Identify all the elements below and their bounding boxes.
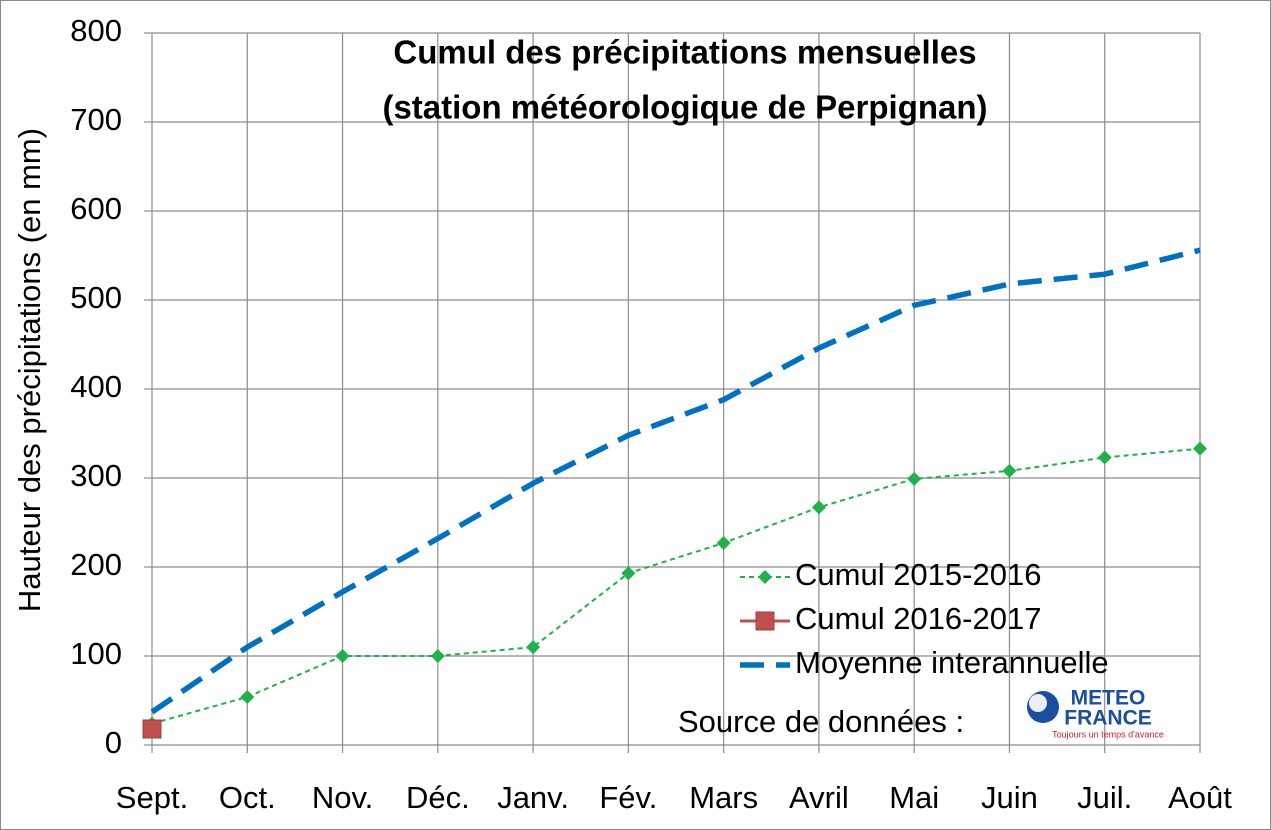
logo-text: METEO [1071, 687, 1146, 710]
point [758, 570, 772, 584]
y-tick-label: 100 [70, 636, 122, 671]
point [335, 649, 350, 663]
x-tick-label: Janv. [497, 780, 569, 815]
x-tick-label: Août [1168, 780, 1232, 815]
point [716, 535, 731, 550]
point [1193, 441, 1207, 456]
y-tick-label: 0 [105, 725, 122, 760]
y-tick-label: 200 [70, 547, 122, 582]
x-tick-label: Mai [889, 780, 939, 815]
y-tick-label: 300 [70, 458, 122, 493]
point [142, 719, 162, 739]
point [430, 649, 445, 663]
chart-title: Cumul des précipitations mensuelles [393, 34, 976, 71]
logo: METEO FRANCE Toujours un temps d'avance [1026, 687, 1164, 740]
logo-globe-shine [1029, 694, 1047, 712]
x-tick-label: Fév. [599, 780, 657, 815]
x-tick-label: Déc. [406, 780, 470, 815]
y-tick-label: 400 [70, 369, 122, 404]
point [621, 566, 636, 581]
grid: 0 100 200 300 400 500 600 700 800 Sept. Oct. Nov. Dé… [70, 13, 1232, 815]
x-tick-label: Juin [981, 780, 1038, 815]
x-tick-label: Avril [789, 780, 849, 815]
y-tick-label: 700 [70, 102, 122, 137]
x-tick-label: Juil. [1077, 780, 1132, 815]
x-tick-label: Mars [689, 780, 758, 815]
point [526, 640, 541, 655]
y-tick-label: 600 [70, 191, 122, 226]
chart-title: (station météorologique de Perpignan) [382, 89, 987, 126]
source-text: Source de données : [678, 704, 964, 739]
legend: Cumul 2015-2016 Cumul 2016-2017 Moyenne in… [740, 557, 1109, 680]
logo-tagline: Toujours un temps d'avance [1052, 729, 1164, 739]
point [907, 471, 922, 486]
x-tick-label: Oct. [219, 780, 276, 815]
point [811, 500, 826, 515]
point [1002, 463, 1017, 478]
legend-label: Cumul 2015-2016 [795, 557, 1041, 592]
logo-text: FRANCE [1064, 707, 1152, 730]
point [755, 611, 775, 631]
y-tick-label: 500 [70, 280, 122, 315]
point [1097, 450, 1112, 465]
legend-label: Cumul 2016-2017 [795, 601, 1041, 636]
x-tick-label: Nov. [312, 780, 373, 815]
series-line [150, 247, 1201, 715]
point [240, 689, 255, 704]
y-axis-label: Hauteur des précipitations (en mm) [12, 128, 47, 612]
series-layer [142, 247, 1207, 739]
y-tick-label: 800 [70, 13, 122, 48]
legend-label: Moyenne interannuelle [795, 645, 1109, 680]
x-tick-label: Sept. [116, 780, 188, 815]
